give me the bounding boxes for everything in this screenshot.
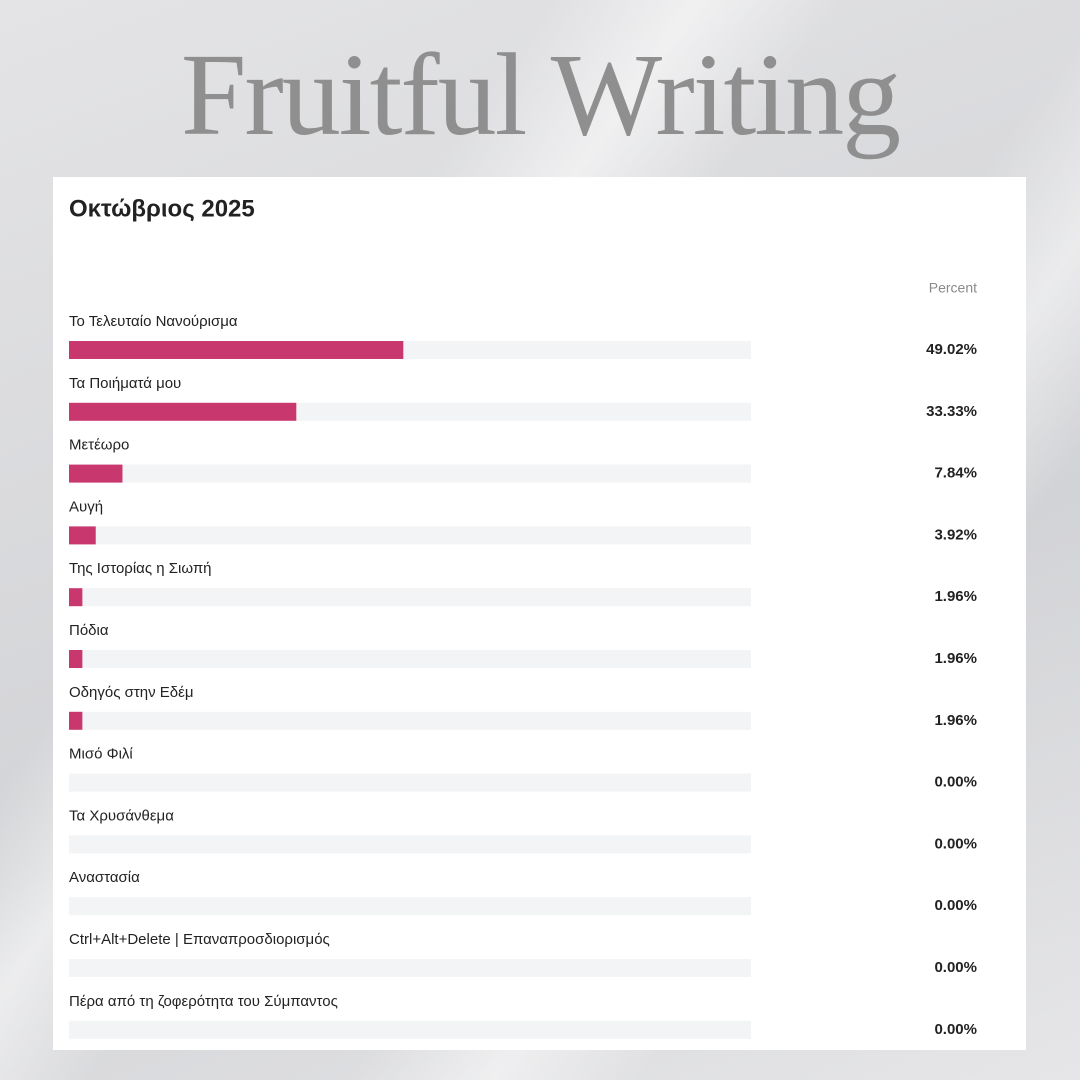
bar-track [69,959,751,977]
bar [69,588,83,607]
value-label: 7.84% [934,465,977,482]
row-label: Μετέωρο [69,437,129,454]
bar-track [69,773,751,792]
bar-track [69,835,751,854]
value-label: 0.00% [934,897,977,914]
bar [69,711,83,730]
bar-track [69,526,751,545]
value-label: 0.00% [934,1021,977,1038]
row-label: Πέρα από τη ζοφερότητα του Σύμπαντος [69,993,338,1010]
value-label: 0.00% [934,774,977,791]
row-label: Τα Ποιήματά μου [69,375,181,392]
value-label: 0.00% [934,959,977,976]
value-label: 0.00% [934,835,977,852]
value-label: 1.96% [934,712,977,729]
value-label: 1.96% [934,650,977,667]
bar [69,464,123,483]
row-label: Τα Χρυσάνθεμα [69,807,174,824]
row-label: Το Τελευταίο Νανούρισμα [69,313,238,330]
row-label: Οδηγός στην Εδέμ [69,684,193,701]
value-label: 1.96% [934,588,977,605]
bar-track [69,464,751,483]
column-header: Percent [929,280,977,296]
bar [69,341,404,359]
bar-track [69,711,751,730]
bar-track [69,588,751,607]
row-label: Ctrl+Alt+Delete | Επαναπροσδιορισμός [69,931,330,948]
chart: Οκτώβριος 2025 Percent Το Τελευταίο Νανο… [69,195,977,1039]
row-label: Αναστασία [69,869,140,886]
panel: Οκτώβριος 2025 Percent Το Τελευταίο Νανο… [53,177,1026,1050]
brand-title: Fruitful Writing [180,29,901,160]
bar [69,402,297,421]
value-label: 3.92% [934,526,977,543]
bar-track [69,1020,751,1039]
bar-track [69,650,751,668]
chart-title: Οκτώβριος 2025 [69,195,255,222]
bar [69,526,96,545]
value-label: 33.33% [926,403,977,420]
value-label: 49.02% [926,341,977,358]
bar-track [69,897,751,916]
bar [69,650,83,668]
row-label: Αυγή [69,498,103,515]
row-label: Πόδια [69,622,109,639]
row-label: Της Ιστορίας η Σιωπή [69,560,212,577]
row-label: Μισό Φιλί [69,746,133,763]
